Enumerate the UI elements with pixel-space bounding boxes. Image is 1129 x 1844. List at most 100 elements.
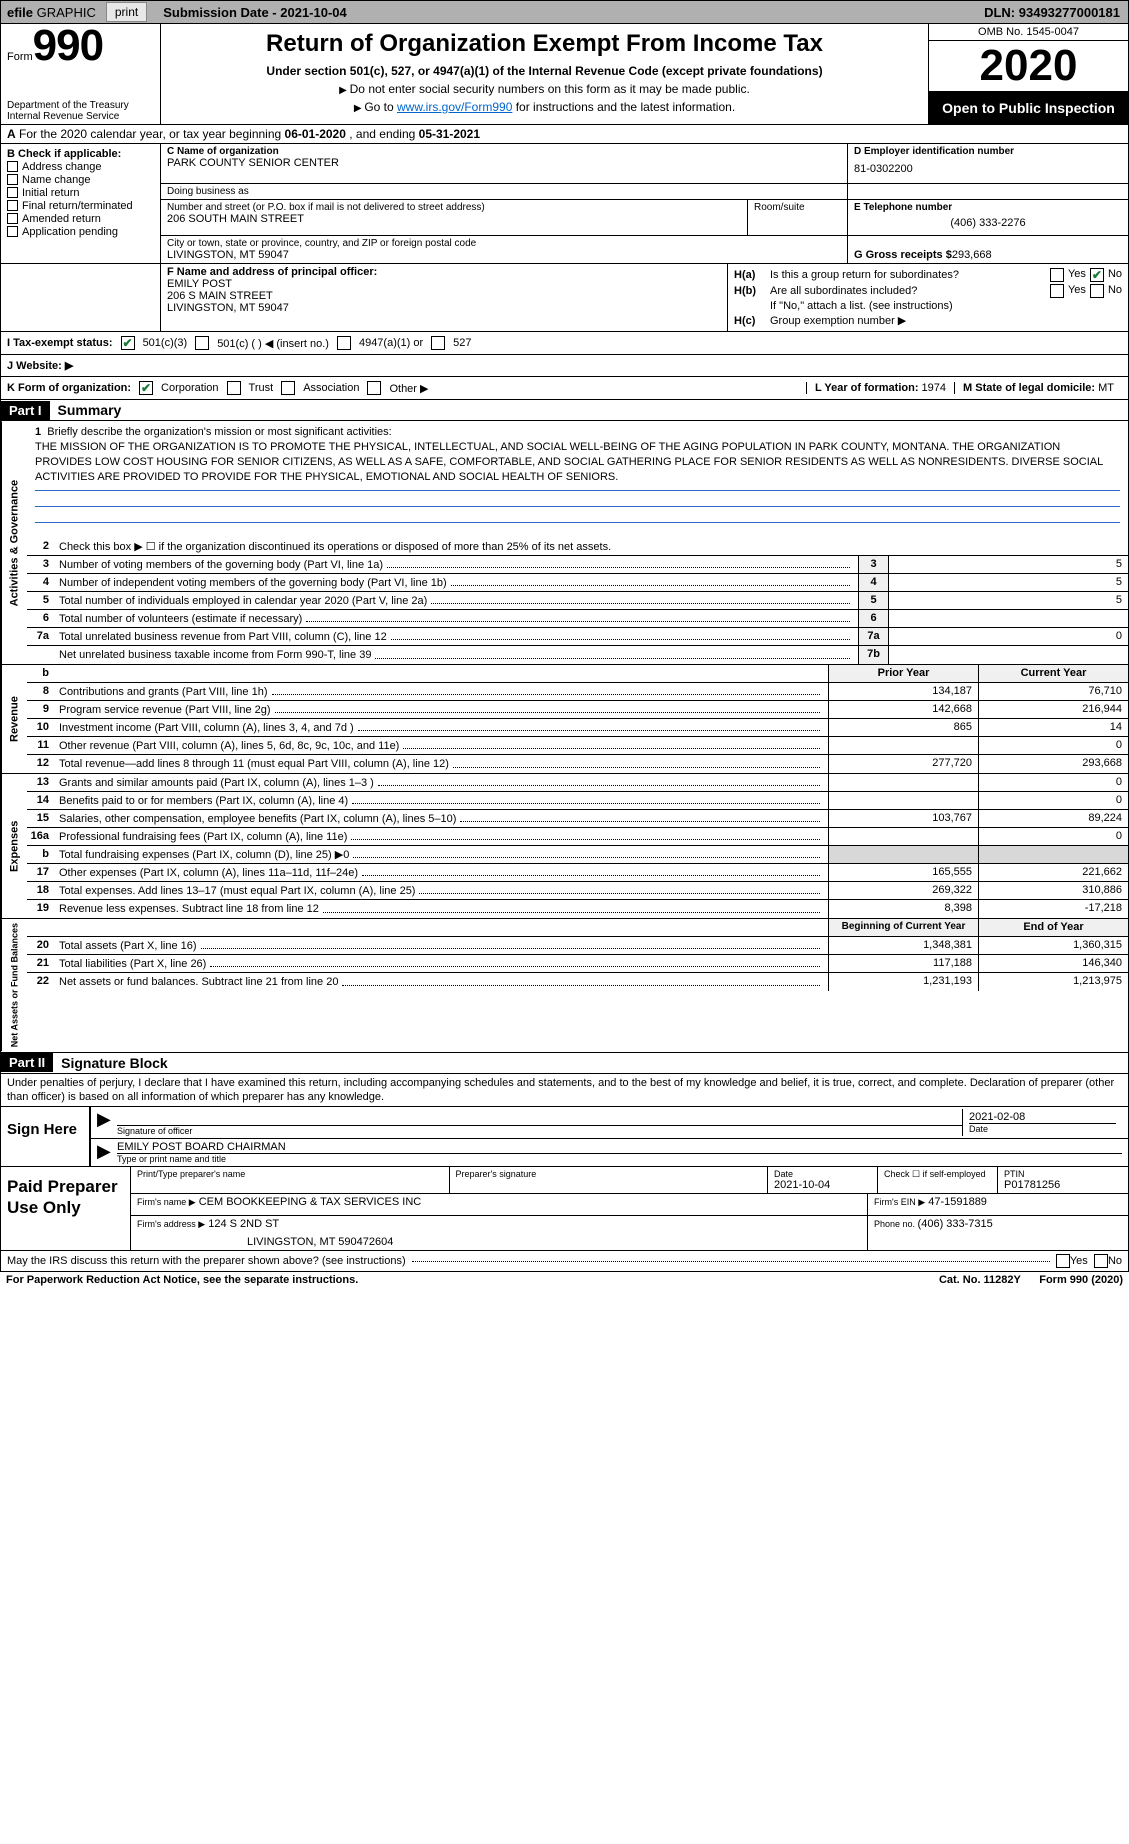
efile-label: efile GRAPHIC xyxy=(1,5,102,20)
ha-no[interactable] xyxy=(1090,268,1104,282)
paid-preparer-label: Paid Preparer Use Only xyxy=(1,1167,131,1250)
chk-amended-return[interactable]: Amended return xyxy=(7,213,154,225)
block-b-through-g: B Check if applicable: Address change Na… xyxy=(0,144,1129,264)
phone-cell: E Telephone number (406) 333-2276 xyxy=(848,200,1128,235)
data-line: 13Grants and similar amounts paid (Part … xyxy=(27,774,1128,792)
h-note: If "No," attach a list. (see instruction… xyxy=(734,300,1122,312)
row-f-h: F Name and address of principal officer:… xyxy=(0,264,1129,332)
group-return: H(a)Is this a group return for subordina… xyxy=(728,264,1128,331)
form-header: Form990 Department of the Treasury Inter… xyxy=(0,24,1129,125)
city-cell: City or town, state or province, country… xyxy=(161,236,848,263)
chk-final-return[interactable]: Final return/terminated xyxy=(7,200,154,212)
data-line: 18Total expenses. Add lines 13–17 (must … xyxy=(27,882,1128,900)
gov-line: 3Number of voting members of the governi… xyxy=(27,556,1128,574)
officer-name: EMILY POST BOARD CHAIRMANType or print n… xyxy=(117,1141,1122,1164)
street-cell: Number and street (or P.O. box if mail i… xyxy=(161,200,748,235)
dept-treasury: Department of the Treasury Internal Reve… xyxy=(7,100,154,122)
chk-4947[interactable] xyxy=(337,336,351,350)
data-line: 19Revenue less expenses. Subtract line 1… xyxy=(27,900,1128,918)
section-net-assets: Net Assets or Fund Balances Beginning of… xyxy=(0,919,1129,1052)
org-name-cell: C Name of organization PARK COUNTY SENIO… xyxy=(161,144,848,183)
print-button[interactable]: print xyxy=(106,2,147,22)
discuss-no[interactable] xyxy=(1094,1254,1108,1268)
row-a-tax-year: A For the 2020 calendar year, or tax yea… xyxy=(0,125,1129,144)
gross-receipts: G Gross receipts $ 293,668 xyxy=(848,236,1128,263)
gov-line: 2Check this box ▶ ☐ if the organization … xyxy=(27,538,1128,556)
data-line: 20Total assets (Part X, line 16)1,348,38… xyxy=(27,937,1128,955)
hc-label: Group exemption number ▶ xyxy=(770,314,906,327)
na-header-row: Beginning of Current YearEnd of Year xyxy=(27,919,1128,937)
chk-assoc[interactable] xyxy=(281,381,295,395)
gov-line: 5Total number of individuals employed in… xyxy=(27,592,1128,610)
form-subtitle: Under section 501(c), 527, or 4947(a)(1)… xyxy=(169,64,920,78)
gov-line: 6Total number of volunteers (estimate if… xyxy=(27,610,1128,628)
dba-cell: Doing business as xyxy=(161,184,848,199)
topbar: efile GRAPHIC print Submission Date - 20… xyxy=(0,0,1129,24)
data-line: 9Program service revenue (Part VIII, lin… xyxy=(27,701,1128,719)
section-expenses: Expenses 13Grants and similar amounts pa… xyxy=(0,774,1129,919)
hb-no[interactable] xyxy=(1090,284,1104,298)
irs-link[interactable]: www.irs.gov/Form990 xyxy=(397,100,512,114)
firm-name: Firm's name ▶ CEM BOOKKEEPING & TAX SERV… xyxy=(131,1194,868,1215)
principal-officer: F Name and address of principal officer:… xyxy=(161,264,728,331)
data-line: bTotal fundraising expenses (Part IX, co… xyxy=(27,846,1128,864)
ein-cell: D Employer identification number 81-0302… xyxy=(848,144,1128,183)
dln: DLN: 93493277000181 xyxy=(984,5,1128,20)
perjury-declaration: Under penalties of perjury, I declare th… xyxy=(0,1074,1129,1108)
chk-501c3[interactable] xyxy=(121,336,135,350)
officer-signature[interactable]: Signature of officer xyxy=(117,1109,962,1136)
discuss-yes[interactable] xyxy=(1056,1254,1070,1268)
preparer-signature: Preparer's signature xyxy=(450,1167,769,1193)
row-i-tax-status: I Tax-exempt status: 501(c)(3) 501(c) ( … xyxy=(0,332,1129,355)
chk-application-pending[interactable]: Application pending xyxy=(7,226,154,238)
footer: For Paperwork Reduction Act Notice, see … xyxy=(0,1272,1129,1288)
firm-phone: Phone no. (406) 333-7315 xyxy=(868,1216,1128,1250)
state-domicile: M State of legal domicile: MT xyxy=(954,382,1122,394)
ha-yes[interactable] xyxy=(1050,268,1064,282)
gov-line: 4Number of independent voting members of… xyxy=(27,574,1128,592)
data-line: 17Other expenses (Part IX, column (A), l… xyxy=(27,864,1128,882)
data-line: 8Contributions and grants (Part VIII, li… xyxy=(27,683,1128,701)
sign-arrow-icon: ▶ xyxy=(97,1141,117,1164)
form-title: Return of Organization Exempt From Incom… xyxy=(169,30,920,58)
preparer-date: Date2021-10-04 xyxy=(768,1167,878,1193)
year-formation: L Year of formation: 1974 xyxy=(806,382,954,394)
row-j-website: J Website: ▶ xyxy=(0,355,1129,377)
chk-initial-return[interactable]: Initial return xyxy=(7,187,154,199)
form-note-1: ▶ Do not enter social security numbers o… xyxy=(169,82,920,96)
self-employed-check[interactable]: Check ☐ if self-employed xyxy=(878,1167,998,1193)
hb-yes[interactable] xyxy=(1050,284,1064,298)
tax-year: 2020 xyxy=(929,41,1128,92)
ptin: PTINP01781256 xyxy=(998,1167,1128,1193)
chk-527[interactable] xyxy=(431,336,445,350)
chk-501c[interactable] xyxy=(195,336,209,350)
vlabel-net-assets: Net Assets or Fund Balances xyxy=(1,919,27,1051)
sign-arrow-icon: ▶ xyxy=(97,1109,117,1136)
chk-address-change[interactable]: Address change xyxy=(7,161,154,173)
row-k-org-form: K Form of organization: Corporation Trus… xyxy=(0,377,1129,400)
data-line: 16aProfessional fundraising fees (Part I… xyxy=(27,828,1128,846)
section-revenue: Revenue b Prior YearCurrent Year 8Contri… xyxy=(0,665,1129,774)
submission-date: Submission Date - 2021-10-04 xyxy=(151,5,359,20)
firm-address: Firm's address ▶ 124 S 2ND STLIVINGSTON,… xyxy=(131,1216,868,1250)
vlabel-revenue: Revenue xyxy=(1,665,27,773)
data-line: 12Total revenue—add lines 8 through 11 (… xyxy=(27,755,1128,773)
data-line: 21Total liabilities (Part X, line 26)117… xyxy=(27,955,1128,973)
data-line: 11Other revenue (Part VIII, column (A), … xyxy=(27,737,1128,755)
data-line: 22Net assets or fund balances. Subtract … xyxy=(27,973,1128,991)
room-cell: Room/suite xyxy=(748,200,848,235)
chk-other[interactable] xyxy=(367,381,381,395)
form-number: 990 xyxy=(33,21,103,70)
chk-corp[interactable] xyxy=(139,381,153,395)
section-governance: Activities & Governance 1 Briefly descri… xyxy=(0,421,1129,665)
chk-name-change[interactable]: Name change xyxy=(7,174,154,186)
chk-trust[interactable] xyxy=(227,381,241,395)
sign-date: 2021-02-08Date xyxy=(962,1109,1122,1136)
gov-line: 7aTotal unrelated business revenue from … xyxy=(27,628,1128,646)
form-prefix: Form xyxy=(7,51,33,63)
preparer-name: Print/Type preparer's name xyxy=(131,1167,450,1193)
irs-discuss-row: May the IRS discuss this return with the… xyxy=(0,1251,1129,1272)
data-line: 10Investment income (Part VIII, column (… xyxy=(27,719,1128,737)
sign-here-label: Sign Here xyxy=(1,1107,91,1166)
data-line: 15Salaries, other compensation, employee… xyxy=(27,810,1128,828)
